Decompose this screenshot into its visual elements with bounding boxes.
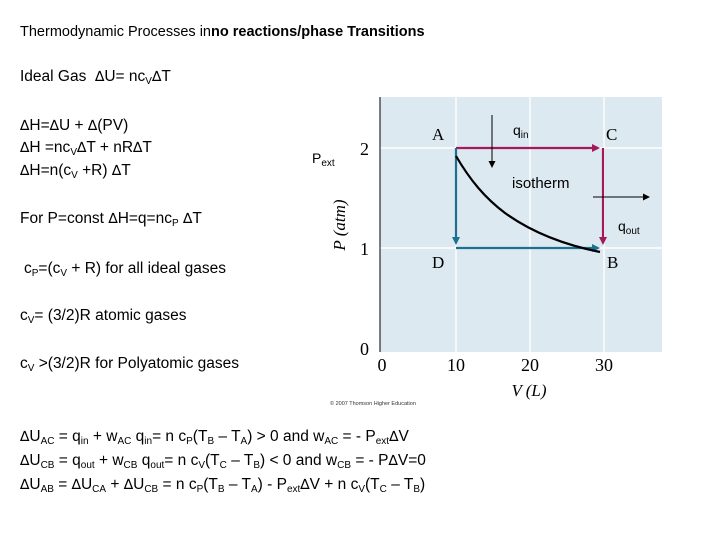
isotherm-curve (455, 155, 601, 254)
point-b-label: B (607, 253, 618, 272)
point-a-label: A (432, 125, 445, 144)
point-c-label: C (606, 125, 617, 144)
y-axis-title: P (atm) (330, 199, 349, 251)
constant-pressure-line: For P=const ∆H=q=ncP ∆T (20, 210, 202, 229)
cv-atomic-line: cV= (3/2)R atomic gases (20, 307, 187, 326)
y-tick-2: 2 (360, 139, 369, 159)
point-d-label: D (432, 253, 444, 272)
enthalpy-line-2: ∆H =ncV∆T + nR∆T (20, 139, 152, 158)
q-out-label: qout (618, 218, 640, 237)
x-tick-30: 30 (595, 355, 613, 375)
equation-cb: ∆UCB = qout + wCB qout= n cV(TC – TB) < … (20, 452, 426, 471)
x-tick-10: 10 (447, 355, 465, 375)
p-ext-label: Pext (312, 150, 335, 169)
isotherm-label: isotherm (512, 175, 570, 192)
enthalpy-line-1: ∆H=∆U + ∆(PV) (20, 117, 129, 134)
copyright-text: © 2007 Thomson Higher Education (330, 401, 416, 407)
enthalpy-line-3: ∆H=n(cV +R) ∆T (20, 162, 131, 181)
y-tick-0: 0 (360, 339, 369, 359)
page-title: Thermodynamic Processes inno reactions/p… (20, 24, 425, 40)
x-tick-20: 20 (521, 355, 539, 375)
cp-line: cP=(cV + R) for all ideal gases (24, 260, 227, 279)
cv-polyatomic-line: cV >(3/2)R for Polyatomic gases (20, 355, 240, 374)
equation-ab: ∆UAB = ∆UCA + ∆UCB = n cP(TB – TA) - Pex… (20, 476, 426, 495)
q-in-label: qin (513, 122, 529, 141)
y-tick-1: 1 (360, 239, 369, 259)
x-tick-0: 0 (378, 355, 387, 375)
equation-ac: ∆UAC = qin + wAC qin= n cP(TB – TA) > 0 … (20, 428, 409, 447)
x-axis-title: V (L) (511, 381, 546, 400)
ideal-gas-line: Ideal Gas ∆U= ncV∆T (20, 68, 171, 87)
